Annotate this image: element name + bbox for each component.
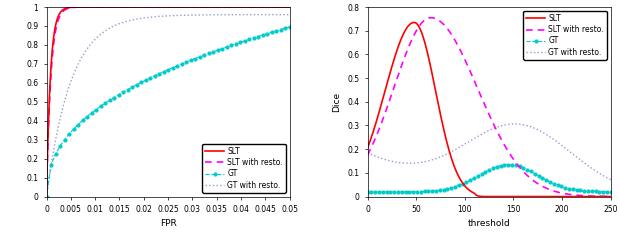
- GT: [364, 190, 371, 193]
- GT: [101, 102, 108, 105]
- GT with resto.: [554, 141, 561, 143]
- SLT: [471, 192, 479, 195]
- Y-axis label: Dice: Dice: [332, 92, 342, 112]
- Legend: SLT, SLT with resto., GT, GT with resto.: SLT, SLT with resto., GT, GT with resto.: [523, 11, 607, 60]
- GT with resto.: [68, 79, 75, 82]
- GT: [436, 189, 443, 192]
- Line: GT: GT: [366, 163, 612, 193]
- Line: GT with resto.: GT with resto.: [368, 124, 611, 180]
- GT: [70, 128, 78, 131]
- SLT with resto.: [210, 6, 218, 8]
- SLT: [389, 64, 396, 66]
- SLT: [463, 186, 470, 189]
- Line: GT: GT: [45, 26, 291, 198]
- SLT with resto.: [237, 6, 244, 8]
- Line: SLT with resto.: SLT with resto.: [368, 18, 611, 197]
- GT with resto.: [150, 15, 157, 18]
- SLT: [286, 6, 293, 8]
- GT: [489, 167, 497, 170]
- GT: [421, 190, 428, 193]
- SLT with resto.: [68, 6, 75, 9]
- SLT with resto.: [141, 6, 149, 8]
- SLT: [188, 6, 196, 8]
- SLT: [232, 6, 240, 8]
- SLT with resto.: [531, 180, 538, 183]
- Line: GT with resto.: GT with resto.: [46, 15, 290, 197]
- SLT with resto.: [463, 61, 470, 64]
- GT: [259, 34, 267, 37]
- SLT: [141, 6, 149, 8]
- GT: [505, 163, 512, 166]
- GT with resto.: [364, 151, 371, 154]
- X-axis label: FPR: FPR: [160, 219, 177, 228]
- SLT with resto.: [232, 6, 240, 8]
- GT: [577, 189, 584, 192]
- SLT: [607, 195, 614, 198]
- SLT: [558, 195, 565, 198]
- GT with resto.: [237, 13, 244, 16]
- SLT: [150, 6, 157, 8]
- SLT: [554, 195, 561, 198]
- GT with resto.: [389, 160, 396, 163]
- GT: [281, 27, 289, 30]
- GT with resto.: [471, 137, 479, 140]
- SLT with resto.: [607, 195, 614, 198]
- GT: [286, 26, 293, 28]
- GT: [43, 195, 50, 198]
- SLT with resto.: [364, 154, 371, 157]
- SLT: [210, 6, 218, 8]
- GT with resto.: [43, 195, 50, 198]
- GT with resto.: [141, 16, 149, 19]
- SLT with resto.: [389, 91, 396, 94]
- SLT: [237, 6, 244, 8]
- GT: [466, 179, 474, 182]
- SLT with resto.: [150, 6, 157, 8]
- GT: [133, 83, 140, 86]
- GT: [600, 190, 607, 193]
- GT with resto.: [462, 142, 469, 145]
- GT: [607, 190, 614, 193]
- GT with resto.: [511, 123, 518, 125]
- GT with resto.: [531, 127, 538, 130]
- GT with resto.: [607, 178, 614, 181]
- GT: [88, 112, 95, 114]
- SLT: [68, 6, 75, 9]
- SLT: [43, 195, 50, 198]
- SLT with resto.: [554, 191, 561, 194]
- SLT with resto.: [558, 192, 565, 194]
- GT with resto.: [210, 13, 217, 16]
- X-axis label: threshold: threshold: [467, 219, 510, 228]
- Line: SLT: SLT: [368, 22, 611, 197]
- Line: SLT with resto.: SLT with resto.: [46, 7, 290, 197]
- SLT: [410, 21, 418, 24]
- SLT with resto.: [43, 195, 50, 198]
- SLT: [364, 147, 371, 150]
- SLT: [531, 195, 538, 198]
- Legend: SLT, SLT with resto., GT, GT with resto.: SLT, SLT with resto., GT, GT with resto.: [202, 144, 286, 193]
- SLT with resto.: [471, 81, 479, 84]
- GT with resto.: [558, 144, 565, 147]
- SLT with resto.: [286, 6, 293, 8]
- GT with resto.: [232, 13, 240, 16]
- SLT with resto.: [207, 6, 215, 8]
- SLT with resto.: [427, 16, 435, 19]
- Line: SLT: SLT: [46, 7, 290, 197]
- GT with resto.: [286, 13, 293, 16]
